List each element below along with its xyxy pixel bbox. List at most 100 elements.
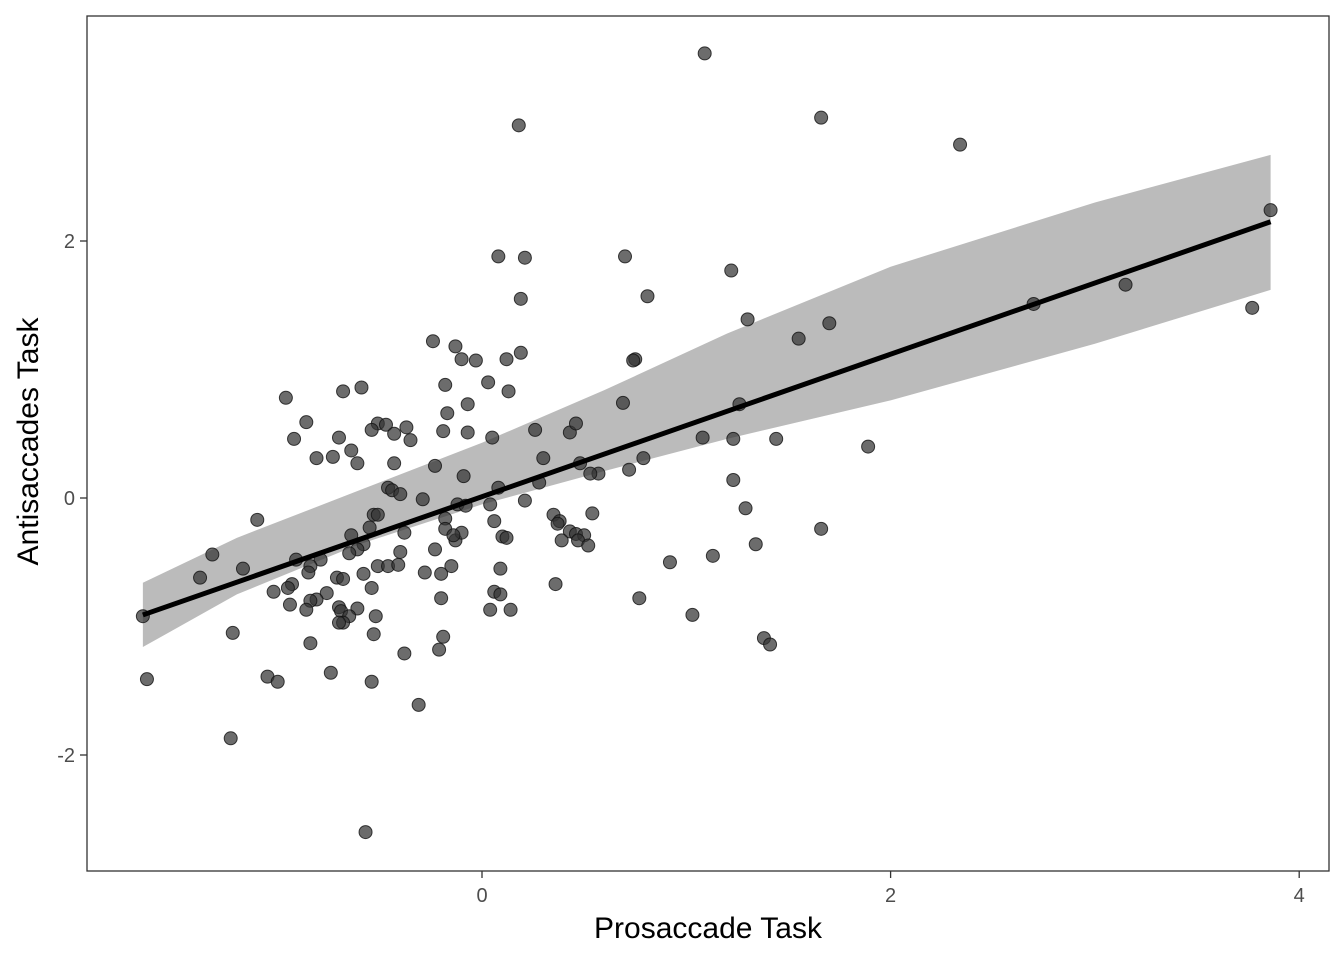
data-point — [517, 493, 532, 508]
data-point — [358, 825, 373, 840]
data-point — [428, 542, 443, 557]
data-point — [299, 602, 314, 617]
data-point — [748, 537, 763, 552]
data-point — [356, 566, 371, 581]
data-point — [726, 431, 741, 446]
data-point — [695, 430, 710, 445]
data-point — [814, 110, 829, 125]
data-point — [325, 449, 340, 464]
x-tick-label: 4 — [1294, 885, 1305, 907]
data-point — [368, 609, 383, 624]
data-point — [705, 548, 720, 563]
data-point — [399, 420, 414, 435]
data-point — [309, 451, 324, 466]
data-point — [287, 431, 302, 446]
data-point — [301, 565, 316, 580]
data-point — [438, 377, 453, 392]
data-point — [550, 516, 565, 531]
data-point — [724, 263, 739, 278]
data-point — [250, 512, 265, 527]
panel-border — [86, 15, 1330, 872]
data-point — [517, 250, 532, 265]
data-point — [460, 425, 475, 440]
data-point — [585, 506, 600, 521]
data-point — [448, 339, 463, 354]
data-point — [387, 426, 402, 441]
data-point — [483, 497, 498, 512]
data-point — [403, 433, 418, 448]
data-point — [270, 674, 285, 689]
data-point — [354, 380, 369, 395]
data-point — [397, 646, 412, 661]
y-tick-label: 0 — [64, 488, 75, 510]
data-point — [493, 587, 508, 602]
data-point — [225, 625, 240, 640]
confidence-band-layer — [142, 154, 1271, 648]
ticks-layer: 0 2 4 -2 0 2 — [57, 231, 1305, 907]
data-point — [440, 406, 455, 421]
data-point — [432, 642, 447, 657]
data-point — [468, 353, 483, 368]
data-point — [370, 507, 385, 522]
data-point — [615, 395, 630, 410]
data-point — [1118, 277, 1133, 292]
data-point — [499, 352, 514, 367]
data-point — [662, 555, 677, 570]
y-axis-title: Antisaccades Task — [12, 317, 45, 566]
x-axis-title: Prosaccade Task — [594, 912, 823, 945]
data-point — [499, 530, 514, 545]
data-point — [636, 451, 651, 466]
data-point — [456, 469, 471, 484]
data-point — [336, 384, 351, 399]
data-point — [726, 473, 741, 488]
data-point — [493, 561, 508, 576]
data-point — [434, 591, 449, 606]
data-point — [364, 674, 379, 689]
data-point — [513, 291, 528, 306]
data-point — [791, 331, 806, 346]
regression-line — [142, 219, 1272, 618]
data-point — [436, 629, 451, 644]
data-point — [415, 492, 430, 507]
data-point — [511, 118, 526, 133]
data-point — [299, 415, 314, 430]
data-point — [583, 466, 598, 481]
data-point — [822, 316, 837, 331]
data-point — [278, 390, 293, 405]
data-point — [336, 571, 351, 586]
points-layer — [135, 46, 1278, 840]
data-point — [378, 417, 393, 432]
data-point — [738, 501, 753, 516]
data-point — [481, 375, 496, 390]
data-point — [632, 591, 647, 606]
data-point — [640, 289, 655, 304]
data-point — [364, 580, 379, 595]
data-point — [223, 731, 238, 746]
data-point — [618, 249, 633, 264]
data-point — [393, 487, 408, 502]
data-point — [393, 544, 408, 559]
data-point — [1263, 203, 1278, 218]
data-point — [740, 312, 755, 327]
data-point — [235, 561, 250, 576]
data-point — [331, 430, 346, 445]
data-point — [487, 514, 502, 529]
data-point — [266, 584, 281, 599]
data-point — [501, 384, 516, 399]
data-point — [861, 439, 876, 454]
data-point — [454, 352, 469, 367]
data-point — [350, 456, 365, 471]
data-point — [763, 637, 778, 652]
data-point — [626, 353, 641, 368]
data-point — [391, 557, 406, 572]
data-point — [503, 602, 518, 617]
data-point — [554, 533, 569, 548]
data-point — [769, 431, 784, 446]
data-point — [483, 602, 498, 617]
x-tick-label: 0 — [476, 885, 487, 907]
data-point — [139, 672, 154, 687]
data-point — [697, 46, 712, 61]
data-point — [446, 528, 461, 543]
data-point — [323, 665, 338, 680]
